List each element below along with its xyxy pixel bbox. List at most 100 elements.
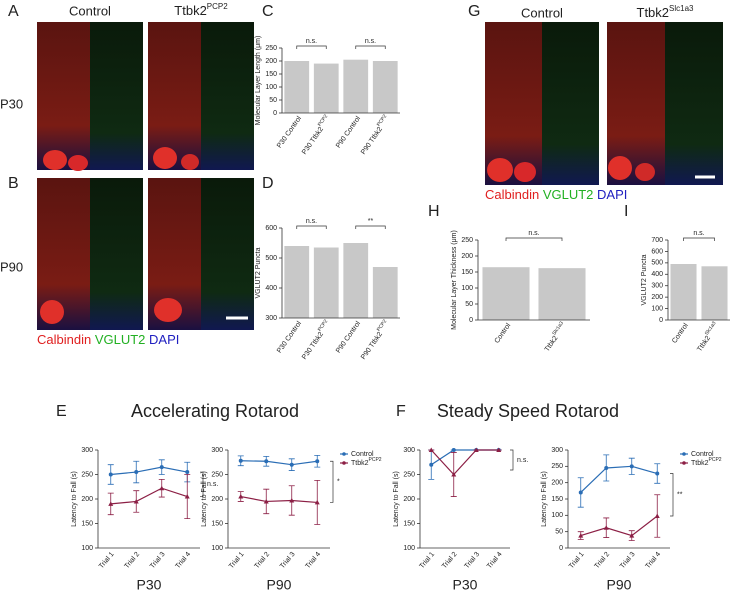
x-tick-label: P90 Control	[335, 115, 362, 150]
y-tick-label: 200	[265, 58, 277, 65]
x-tick-label: Trial 3	[463, 551, 481, 570]
x-tick-label: Ttbk2Slc1a3	[694, 321, 721, 354]
bar	[284, 246, 310, 318]
marker	[428, 447, 434, 452]
x-tick-label: P30 Ttbk2PCP2	[299, 114, 333, 156]
marker	[603, 525, 609, 530]
stain-legend: Calbindin VGLUT2 DAPI	[485, 187, 627, 202]
significance-label: n.s.	[306, 38, 317, 45]
series-line	[240, 460, 318, 466]
bar	[701, 266, 728, 320]
panel-letter: C	[262, 3, 274, 20]
y-tick-label: 0	[273, 110, 277, 117]
y-tick-label: 150	[265, 71, 277, 78]
bar	[343, 243, 369, 318]
significance-bracket	[355, 225, 386, 229]
x-tick-label: Trial 3	[619, 551, 637, 570]
y-tick-label: 200	[211, 496, 223, 503]
panel-letter: A	[8, 3, 19, 20]
series-line	[580, 465, 658, 493]
x-tick-label: P90 Ttbk2PCP2	[358, 114, 392, 156]
y-tick-label: 50	[465, 301, 473, 308]
x-axis-label: P30	[137, 577, 162, 593]
y-tick-label: 500	[651, 260, 663, 267]
y-tick-label: 150	[81, 520, 93, 527]
series-line	[430, 449, 499, 476]
panel-letter: I	[624, 203, 628, 220]
y-tick-label: 100	[461, 285, 473, 292]
y-tick-label: 50	[269, 97, 277, 104]
marker	[184, 494, 190, 499]
x-axis-label: P90	[607, 577, 632, 593]
marker	[133, 498, 139, 504]
y-tick-label: 250	[265, 45, 277, 52]
section-title: Accelerating Rotarod	[131, 401, 299, 421]
x-axis-label: P90	[267, 577, 292, 593]
panel-letter: G	[468, 3, 480, 20]
marker	[629, 464, 634, 469]
significance-bracket	[330, 460, 334, 503]
marker	[655, 471, 660, 476]
y-tick-label: 250	[551, 463, 563, 470]
section-title: Steady Speed Rotarod	[437, 401, 619, 421]
significance-label: n.s.	[693, 230, 704, 237]
marker	[159, 465, 164, 470]
marker	[429, 462, 434, 467]
marker	[578, 490, 583, 495]
row-label: P90	[0, 259, 23, 274]
y-tick-label: 250	[81, 471, 93, 478]
y-tick-label: 100	[403, 545, 415, 552]
y-tick-label: 700	[651, 237, 663, 244]
y-axis-label: Latency to Fall (s)	[201, 471, 208, 527]
panel-letter: F	[396, 403, 406, 420]
y-axis-label: Molecular Layer Length (μm)	[255, 36, 262, 126]
bar	[313, 63, 339, 113]
micrographs-g	[485, 22, 723, 185]
y-tick-label: 100	[211, 545, 223, 552]
marker	[159, 485, 165, 491]
x-tick-label: Trial 2	[253, 551, 271, 570]
marker	[108, 501, 114, 506]
marker	[578, 533, 584, 538]
y-tick-label: 250	[403, 471, 415, 478]
x-tick-label: P90 Ttbk2PCP2	[358, 319, 392, 361]
significance-label: **	[677, 492, 683, 499]
image-label: Control	[69, 3, 111, 18]
x-tick-label: Trial 1	[568, 551, 586, 570]
bar	[538, 268, 586, 320]
marker	[473, 447, 479, 452]
bar	[343, 59, 369, 113]
marker	[238, 458, 243, 463]
significance-bracket	[200, 471, 204, 497]
legend-label: Ttbk2PCP2	[691, 457, 722, 467]
y-tick-label: 300	[551, 447, 563, 454]
marker	[185, 470, 190, 475]
stain-legend: Calbindin VGLUT2 DAPI	[37, 332, 179, 347]
series-line	[240, 495, 318, 504]
y-tick-label: 200	[461, 253, 473, 260]
y-tick-label: 100	[265, 84, 277, 91]
x-tick-label: Trial 4	[644, 551, 662, 570]
marker	[289, 462, 294, 467]
y-tick-label: 150	[211, 520, 223, 527]
marker	[496, 447, 502, 452]
y-tick-label: 0	[659, 317, 663, 324]
row-label: P30	[0, 96, 23, 111]
significance-bracket	[296, 45, 327, 49]
marker	[108, 472, 113, 477]
x-tick-label: Trial 4	[174, 551, 192, 570]
y-tick-label: 250	[461, 237, 473, 244]
y-tick-label: 500	[265, 255, 277, 262]
x-tick-label: Control	[493, 322, 512, 345]
series-line	[110, 487, 188, 505]
marker	[289, 497, 295, 503]
y-tick-label: 150	[461, 269, 473, 276]
panel-letter: E	[56, 403, 67, 420]
micrographs-ab	[37, 22, 254, 330]
panel-letter: H	[428, 203, 440, 220]
bar	[284, 61, 310, 113]
x-tick-label: Control	[671, 322, 690, 345]
y-tick-label: 600	[265, 225, 277, 232]
y-tick-label: 200	[651, 294, 663, 301]
significance-bracket	[505, 237, 563, 241]
